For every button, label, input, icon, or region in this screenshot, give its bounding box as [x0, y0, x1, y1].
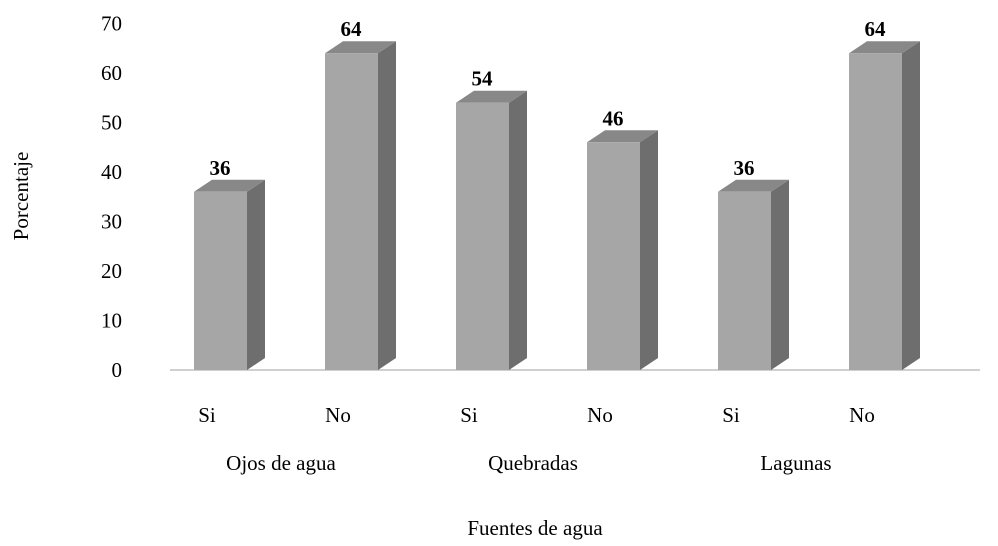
bar-top	[849, 41, 920, 54]
bar-side	[509, 90, 527, 370]
y-tick-label: 40	[101, 160, 122, 184]
y-axis-title: Porcentaje	[9, 152, 33, 241]
data-label: 36	[734, 156, 755, 180]
y-axis-ticks: 0 10 20 30 40 50 60 70	[101, 12, 122, 383]
bar-front	[587, 142, 640, 370]
data-label: 36	[210, 156, 231, 180]
y-tick-label: 0	[112, 358, 123, 382]
bar-side	[640, 130, 658, 370]
group-label: Ojos de agua	[226, 451, 336, 475]
bar	[325, 41, 396, 370]
bar	[587, 130, 658, 370]
bar-top	[456, 90, 527, 103]
bar-front	[325, 53, 378, 370]
bar-side	[771, 179, 789, 370]
bar-top	[325, 41, 396, 54]
group-label: Lagunas	[760, 451, 831, 475]
group-label: Quebradas	[488, 451, 578, 475]
group-labels: Ojos de agua Quebradas Lagunas	[226, 451, 831, 475]
bar-top	[587, 130, 658, 143]
bar-front	[456, 102, 509, 370]
data-label: 64	[341, 17, 363, 41]
bar	[718, 179, 789, 370]
bar	[849, 41, 920, 370]
bar-side	[902, 41, 920, 370]
x-tick-label: Si	[460, 403, 478, 427]
x-axis-title: Fuentes de agua	[467, 516, 603, 540]
x-tick-label: Si	[722, 403, 740, 427]
data-labels: 36 64 54 46 36 64	[210, 17, 887, 180]
data-label: 46	[603, 106, 624, 130]
bar	[456, 90, 527, 370]
x-tick-label: No	[325, 403, 351, 427]
bar-side	[247, 179, 265, 370]
bar-front	[718, 191, 771, 370]
bars	[194, 41, 920, 370]
y-tick-label: 50	[101, 111, 122, 135]
y-tick-label: 70	[101, 12, 122, 36]
bar-top	[718, 179, 789, 192]
x-tick-label: Si	[198, 403, 216, 427]
bar-top	[194, 179, 265, 192]
data-label: 64	[865, 17, 887, 41]
y-tick-label: 30	[101, 210, 122, 234]
bar	[194, 179, 265, 370]
y-tick-label: 60	[101, 61, 122, 85]
bar-side	[378, 41, 396, 370]
x-tick-label: No	[587, 403, 613, 427]
bar-front	[194, 191, 247, 370]
x-tick-label: No	[849, 403, 875, 427]
y-tick-label: 10	[101, 309, 122, 333]
category-labels: Si No Si No Si No	[198, 403, 875, 427]
y-tick-label: 20	[101, 259, 122, 283]
bar-front	[849, 53, 902, 370]
data-label: 54	[472, 67, 494, 91]
